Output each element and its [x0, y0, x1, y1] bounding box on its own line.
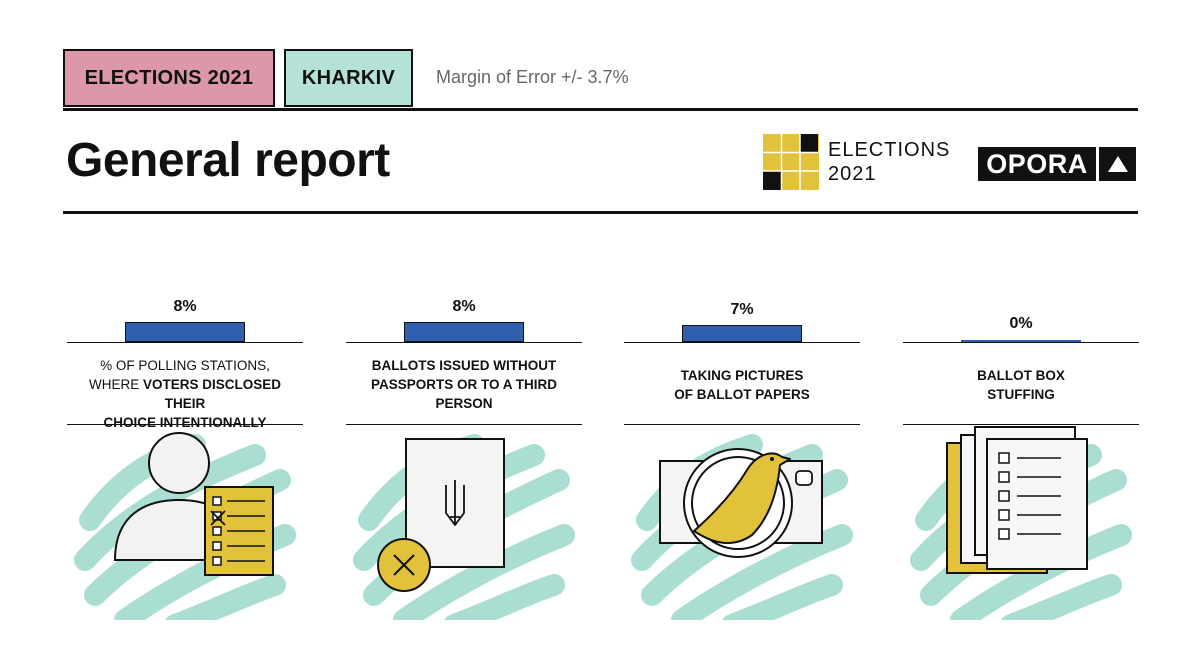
bar: [961, 340, 1081, 342]
data-label: 8%: [173, 298, 197, 315]
chart-column: 8% BALLOTS ISSUED WITHOUT PASSPORTS OR TO …: [346, 290, 582, 636]
bar-baseline: [346, 342, 582, 343]
section-divider: [346, 424, 582, 425]
category-label: TAKING PICTURES OF BALLOT PAPERS: [674, 368, 810, 402]
bar: [404, 322, 524, 342]
top-rule: [63, 108, 1138, 111]
tag-city: KHARKIV: [284, 49, 413, 107]
voter-with-ballot-icon: [67, 425, 303, 636]
chart-column: 8% % OF POLLING STATIONS, WHERE VOTERS DIS…: [67, 290, 303, 636]
data-label: 7%: [730, 300, 754, 318]
bar: [125, 322, 245, 342]
category-label: BALLOT BOX STUFFING: [977, 368, 1065, 402]
bar-baseline: [624, 342, 860, 343]
bar-baseline: [903, 342, 1139, 343]
triangle-icon: [1099, 147, 1136, 181]
data-label: 0%: [1009, 315, 1033, 332]
camera-with-bird-icon: [624, 425, 860, 636]
stack-of-ballots-icon: [903, 425, 1139, 636]
opora-logo: OPORA: [978, 147, 1096, 181]
section-divider: [624, 424, 860, 425]
elections-logo-icon: [763, 134, 819, 190]
margin-of-error: Margin of Error +/- 3.7%: [436, 67, 629, 87]
category-label: % OF POLLING STATIONS, WHERE VOTERS DISCL…: [88, 358, 282, 430]
chart-column: 7% TAKING PICTURES OF BALLOT PAPERS: [624, 290, 860, 636]
logo-line-1: ELECTIONS: [828, 139, 951, 161]
data-label: 8%: [452, 298, 476, 315]
elections-logo-text: ELECTIONS 2021: [828, 138, 950, 186]
bar-baseline: [67, 342, 303, 343]
header-rule: [63, 211, 1138, 214]
section-divider: [903, 424, 1139, 425]
page-title: General report: [66, 134, 390, 187]
tag-elections-2021: ELECTIONS 2021: [63, 49, 275, 107]
logo-line-2: 2021: [828, 163, 877, 185]
ballot-with-trident-crossed-icon: [346, 425, 582, 636]
section-divider: [67, 424, 303, 425]
chart-column: 0% BALLOT BOX STUFFING: [903, 290, 1139, 636]
category-label: BALLOTS ISSUED WITHOUT PASSPORTS OR TO A …: [370, 358, 557, 411]
bar: [682, 324, 802, 342]
